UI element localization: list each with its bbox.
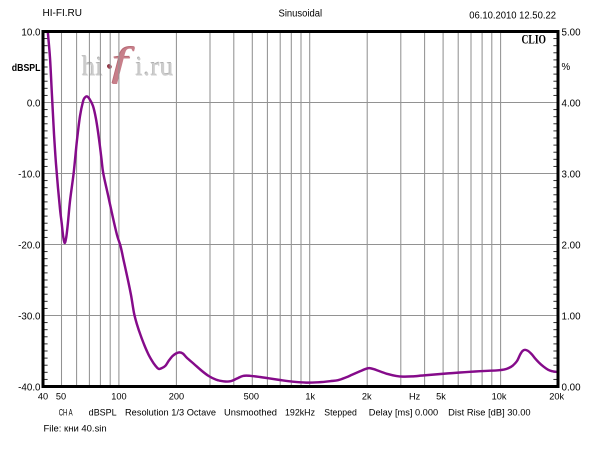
svg-text:%: % [562, 62, 571, 73]
svg-text:40: 40 [38, 392, 48, 402]
svg-text:Unsmoothed: Unsmoothed [224, 408, 277, 418]
svg-text:dBSPL: dBSPL [12, 63, 41, 74]
svg-text:Sinusoidal: Sinusoidal [279, 9, 323, 20]
svg-text:-10.0: -10.0 [18, 169, 41, 180]
svg-text:CLIO: CLIO [522, 33, 547, 47]
svg-text:1.00: 1.00 [562, 311, 582, 322]
svg-text:50: 50 [56, 392, 66, 402]
svg-text:5k: 5k [436, 392, 446, 402]
svg-text:Resolution 1/3 Octave: Resolution 1/3 Octave [125, 408, 216, 418]
svg-text:500: 500 [244, 392, 259, 402]
svg-text:hii.ru: hi i.ru [81, 51, 173, 81]
svg-text:100: 100 [111, 392, 126, 402]
svg-text:200: 200 [169, 392, 184, 402]
svg-text:1k: 1k [305, 392, 315, 402]
svg-text:10.0: 10.0 [21, 27, 41, 38]
svg-text:File: кни 40.sin: File: кни 40.sin [44, 423, 107, 433]
svg-text:2k: 2k [362, 392, 372, 402]
svg-text:-30.0: -30.0 [18, 311, 41, 322]
svg-text:2.00: 2.00 [562, 240, 582, 251]
svg-text:Delay [ms] 0.000: Delay [ms] 0.000 [369, 408, 438, 418]
svg-text:0.0: 0.0 [27, 98, 41, 109]
svg-text:20k: 20k [549, 392, 564, 402]
svg-text:-20.0: -20.0 [18, 240, 41, 251]
svg-text:-40.0: -40.0 [18, 382, 41, 393]
svg-text:192kHz: 192kHz [285, 408, 315, 418]
svg-text:10k: 10k [492, 392, 507, 402]
svg-text:Dist Rise [dB] 30.00: Dist Rise [dB] 30.00 [448, 408, 531, 418]
svg-text:hii.ru: hi i.ru [83, 53, 175, 83]
svg-text:Hz: Hz [409, 392, 421, 402]
svg-text:hii.ru: hi i.ru [82, 51, 174, 81]
svg-text:5.00: 5.00 [562, 27, 582, 38]
svg-text:4.00: 4.00 [562, 98, 582, 109]
svg-text:0.00: 0.00 [562, 382, 582, 393]
svg-text:06.10.2010 12.50.22: 06.10.2010 12.50.22 [469, 11, 556, 22]
svg-text:HI-FI.RU: HI-FI.RU [43, 8, 82, 19]
svg-text:Stepped: Stepped [324, 408, 357, 418]
svg-text:dBSPL: dBSPL [89, 408, 117, 418]
svg-text:3.00: 3.00 [562, 169, 582, 180]
svg-text:CH A: CH A [59, 408, 73, 418]
